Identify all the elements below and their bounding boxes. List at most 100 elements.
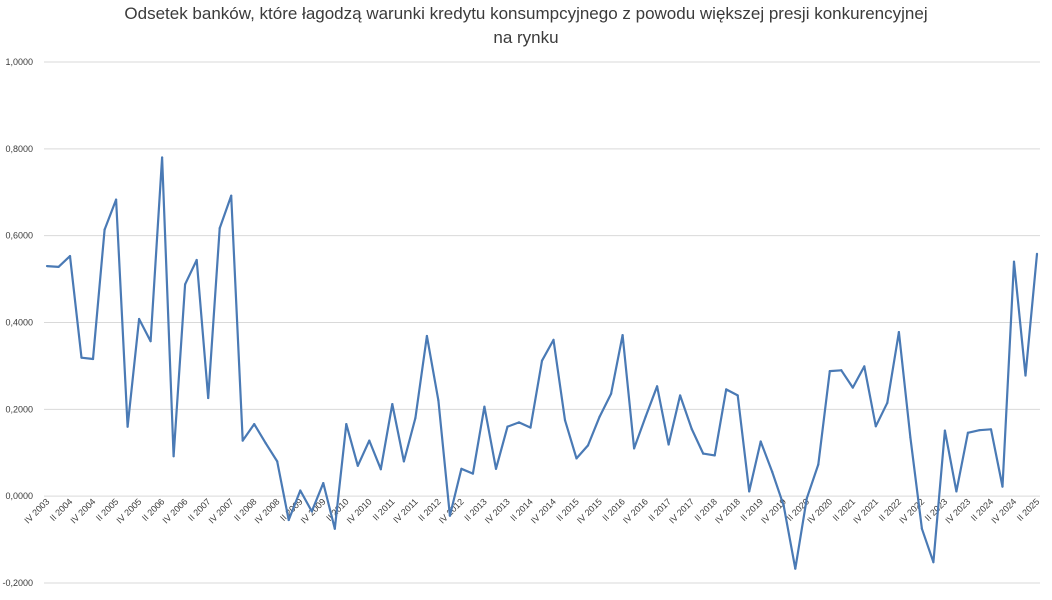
data-point xyxy=(253,422,256,426)
data-point xyxy=(402,460,405,463)
data-point xyxy=(149,340,152,343)
data-point xyxy=(345,422,348,426)
data-point xyxy=(299,489,302,492)
x-tick-label: IV 2023 xyxy=(943,497,972,526)
data-point xyxy=(609,392,613,395)
data-point xyxy=(506,425,509,428)
x-tick-label: IV 2017 xyxy=(667,497,696,526)
data-point xyxy=(287,518,290,522)
x-tick-label: IV 2021 xyxy=(851,497,880,526)
data-point xyxy=(207,396,210,400)
data-point xyxy=(161,156,164,159)
data-point xyxy=(552,338,555,341)
data-point xyxy=(632,447,636,450)
data-point xyxy=(230,194,233,197)
data-point xyxy=(656,385,659,388)
data-point xyxy=(1024,374,1027,377)
data-point xyxy=(540,359,544,362)
data-point xyxy=(310,510,313,513)
data-point xyxy=(943,429,947,432)
data-point xyxy=(840,369,843,372)
data-point xyxy=(667,443,670,446)
data-point xyxy=(264,442,267,445)
data-point xyxy=(886,401,889,404)
data-point xyxy=(241,439,244,442)
data-point xyxy=(759,440,762,443)
data-point xyxy=(690,427,693,430)
y-tick-label: 0,4000 xyxy=(5,318,33,328)
data-point xyxy=(68,254,72,258)
data-point xyxy=(805,497,808,500)
data-point xyxy=(598,415,601,418)
data-point xyxy=(874,425,877,428)
data-point xyxy=(771,470,774,473)
data-point xyxy=(1035,252,1039,256)
gridlines xyxy=(44,61,1040,584)
data-point xyxy=(80,356,83,359)
data-point xyxy=(736,394,739,397)
data-point xyxy=(920,527,923,530)
data-point xyxy=(1012,260,1016,263)
data-point xyxy=(851,386,854,389)
data-point xyxy=(379,468,382,471)
y-tick-label: -0,2000 xyxy=(2,578,33,588)
x-tick-label: IV 2010 xyxy=(345,497,374,526)
data-point xyxy=(702,452,705,455)
data-point xyxy=(748,490,751,493)
data-point xyxy=(322,482,325,485)
data-point xyxy=(114,198,118,201)
data-point xyxy=(966,431,970,434)
x-tick-label: IV 2011 xyxy=(391,497,420,526)
data-point xyxy=(195,258,198,262)
data-point xyxy=(333,527,336,530)
x-tick-label: IV 2004 xyxy=(68,497,97,526)
data-point xyxy=(989,428,993,431)
x-tick-label: IV 2013 xyxy=(483,497,512,526)
data-point xyxy=(529,426,532,429)
data-point xyxy=(725,388,728,391)
x-tick-label: II 2025 xyxy=(1015,497,1042,524)
data-point xyxy=(126,425,129,428)
y-tick-label: 1,0000 xyxy=(5,57,33,67)
data-point xyxy=(57,265,60,269)
data-point xyxy=(517,421,521,424)
data-point xyxy=(137,317,141,321)
data-point xyxy=(368,439,371,442)
data-point xyxy=(621,333,624,337)
data-point xyxy=(575,457,578,460)
data-point xyxy=(494,467,498,470)
series xyxy=(45,156,1039,570)
data-point xyxy=(448,514,452,517)
y-tick-label: 0,8000 xyxy=(5,144,33,154)
x-tick-label: IV 2016 xyxy=(621,497,650,526)
data-point xyxy=(563,419,567,422)
data-point xyxy=(218,227,221,230)
data-point xyxy=(586,444,590,447)
data-point xyxy=(184,283,187,286)
x-tick-label: IV 2006 xyxy=(161,497,190,526)
y-tick-label: 0,0000 xyxy=(5,491,33,501)
y-axis-tick-labels: -0,2000 0,0000 0,2000 0,4000 0,6000 0,8000 1,0… xyxy=(2,57,33,588)
y-tick-label: 0,2000 xyxy=(5,404,33,414)
data-point xyxy=(978,429,981,432)
data-point xyxy=(955,490,958,493)
data-point xyxy=(897,330,900,334)
data-point xyxy=(794,567,797,570)
data-point xyxy=(817,463,820,466)
x-tick-label: IV 2009 xyxy=(299,497,328,526)
data-point xyxy=(414,416,417,420)
data-point xyxy=(713,454,716,457)
data-point xyxy=(471,472,475,475)
data-point xyxy=(276,460,279,463)
data-point xyxy=(391,403,394,406)
x-tick-label: IV 2020 xyxy=(805,497,834,526)
data-point xyxy=(356,464,359,467)
data-point xyxy=(1001,485,1004,488)
data-point xyxy=(644,415,647,418)
data-point xyxy=(91,357,95,361)
data-point xyxy=(679,394,682,397)
data-point xyxy=(828,370,831,373)
data-point xyxy=(103,228,106,231)
